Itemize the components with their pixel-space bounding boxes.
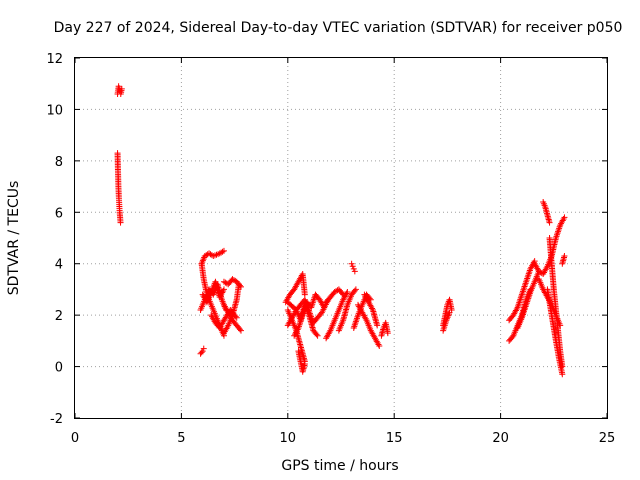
y-tick-label: 12 xyxy=(46,52,63,67)
data-point xyxy=(232,313,239,320)
y-tick-label: -2 xyxy=(50,412,63,427)
data-track xyxy=(295,348,308,375)
data-point xyxy=(350,265,357,272)
data-point xyxy=(351,287,358,294)
data-point xyxy=(236,326,243,333)
x-tick-label: 15 xyxy=(386,431,403,446)
data-track xyxy=(208,307,240,331)
data-track xyxy=(440,309,453,334)
data-track xyxy=(378,319,391,339)
data-point xyxy=(546,219,553,226)
data-point xyxy=(344,289,351,295)
data-point xyxy=(117,219,124,226)
data-track xyxy=(361,291,381,329)
data-point xyxy=(561,214,568,221)
data-track xyxy=(197,345,207,357)
data-point xyxy=(313,331,320,338)
data-point xyxy=(220,286,227,293)
data-track xyxy=(284,296,332,326)
data-point xyxy=(118,85,125,92)
y-tick-label: 10 xyxy=(46,103,63,118)
data-point xyxy=(233,314,240,321)
data-track xyxy=(355,301,383,349)
data-track xyxy=(514,268,542,331)
data-track xyxy=(540,199,553,226)
chart-title: Day 227 of 2024, Sidereal Day-to-day VTE… xyxy=(54,20,623,36)
data-point xyxy=(237,327,244,334)
data-point xyxy=(199,348,206,355)
data-point xyxy=(198,349,205,356)
data-point xyxy=(374,322,381,329)
data-point xyxy=(352,286,359,293)
data-track xyxy=(114,83,125,97)
data-point xyxy=(219,248,226,255)
y-tick-label: 8 xyxy=(55,155,63,170)
data-track xyxy=(440,296,455,329)
data-point xyxy=(561,253,568,259)
y-tick-label: 4 xyxy=(55,258,63,273)
data-point xyxy=(235,281,242,288)
data-track xyxy=(114,150,124,226)
data-track xyxy=(506,258,538,324)
data-point xyxy=(559,371,566,378)
plot-frame xyxy=(74,57,608,419)
data-track xyxy=(348,260,358,275)
data-track xyxy=(199,278,227,306)
y-tick-label: 2 xyxy=(55,309,63,324)
x-tick-label: 0 xyxy=(71,431,79,446)
y-tick-label: 0 xyxy=(55,361,63,376)
data-point xyxy=(351,268,358,275)
data-track xyxy=(335,286,359,334)
x-axis-label: GPS time / hours xyxy=(281,458,398,474)
data-points xyxy=(114,83,568,378)
data-track xyxy=(544,286,566,378)
grid-lines xyxy=(75,58,607,418)
y-axis-label: SDTVAR / TECUs xyxy=(6,181,22,296)
data-point xyxy=(376,343,383,349)
x-axis-ticks: 0 5 10 15 20 25 xyxy=(71,58,615,446)
x-tick-label: 20 xyxy=(492,431,509,446)
data-point xyxy=(340,291,347,298)
x-tick-label: 25 xyxy=(599,431,616,446)
data-point xyxy=(348,260,355,267)
data-point xyxy=(314,332,321,339)
data-track xyxy=(559,253,568,267)
data-point xyxy=(220,247,227,254)
x-tick-label: 10 xyxy=(280,431,297,446)
data-point xyxy=(384,330,391,337)
data-track xyxy=(323,286,347,306)
data-point xyxy=(349,263,356,270)
data-track xyxy=(323,289,351,342)
y-tick-label: 6 xyxy=(55,206,63,221)
data-track xyxy=(546,235,566,370)
y-axis-ticks: -2 0 2 4 6 8 10 12 xyxy=(46,52,607,427)
data-point xyxy=(301,291,308,298)
data-point xyxy=(200,345,207,352)
data-point xyxy=(446,309,453,316)
data-point xyxy=(339,290,346,297)
x-tick-label: 5 xyxy=(177,431,185,446)
data-point xyxy=(301,361,308,367)
